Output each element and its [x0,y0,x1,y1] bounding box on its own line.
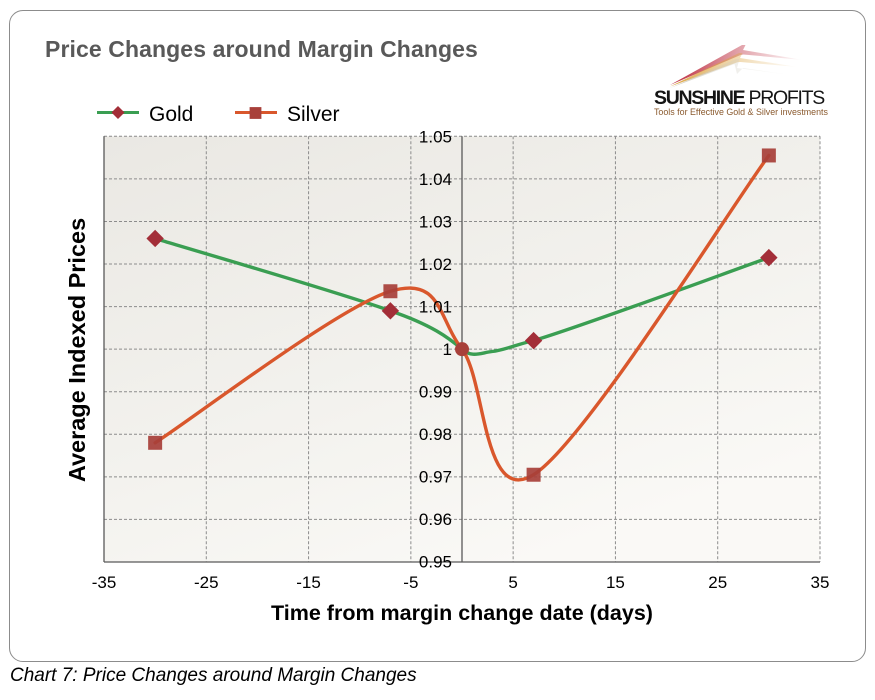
svg-text:0.96: 0.96 [419,510,452,529]
svg-text:15: 15 [606,573,625,592]
svg-text:Average Indexed Prices: Average Indexed Prices [64,218,90,482]
svg-text:1.02: 1.02 [419,255,452,274]
svg-text:-25: -25 [194,573,219,592]
svg-text:0.97: 0.97 [419,468,452,487]
svg-text:Time from margin change date (: Time from margin change date (days) [271,601,653,625]
svg-text:5: 5 [508,573,517,592]
svg-text:35: 35 [811,573,830,592]
svg-text:-15: -15 [296,573,321,592]
svg-text:1.05: 1.05 [419,128,452,147]
svg-text:-35: -35 [92,573,117,592]
svg-text:0.95: 0.95 [419,553,452,572]
svg-text:1.03: 1.03 [419,213,452,232]
svg-text:1.01: 1.01 [419,298,452,317]
svg-text:1: 1 [443,340,452,359]
svg-text:-5: -5 [403,573,418,592]
svg-text:1.04: 1.04 [419,170,452,189]
svg-text:25: 25 [708,573,727,592]
svg-text:0.99: 0.99 [419,383,452,402]
svg-text:0.98: 0.98 [419,425,452,444]
